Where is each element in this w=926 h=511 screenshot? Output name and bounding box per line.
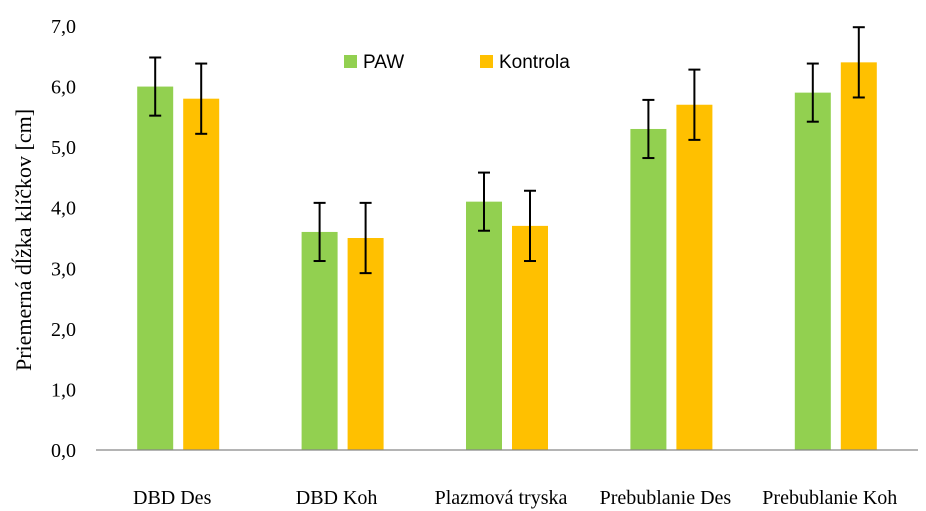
x-tick-label: Prebublanie Koh [762, 487, 897, 509]
bar-paw [630, 128, 667, 450]
legend-label: Kontrola [499, 52, 570, 73]
error-bars [149, 26, 865, 275]
y-tick-label: 7,0 [51, 16, 76, 38]
bar-paw [794, 92, 831, 450]
y-tick-label: 3,0 [51, 258, 76, 280]
bar-paw [137, 86, 174, 451]
y-tick-label: 0,0 [51, 440, 76, 462]
y-axis: 0,0 1,0 2,0 3,0 4,0 5,0 6,0 7,0 [51, 16, 76, 462]
bar-kontrola [183, 98, 220, 450]
x-axis-labels: DBD Des DBD Koh Plazmová tryska Prebublanie… [133, 487, 897, 509]
legend-swatch [344, 55, 357, 68]
legend-label: PAW [363, 52, 404, 73]
y-tick-label: 6,0 [51, 77, 76, 99]
y-axis-label: Priemerná dĺžka klíčkov [cm] [11, 109, 36, 371]
bar-kontrola [512, 225, 548, 450]
x-tick-label: DBD Des [133, 487, 212, 509]
x-tick-label: Plazmová tryska [435, 487, 568, 509]
y-tick-label: 4,0 [51, 198, 76, 220]
x-tick-label: DBD Koh [296, 487, 378, 509]
bar-kontrola [840, 62, 877, 450]
y-tick-label: 2,0 [51, 319, 76, 341]
bar-kontrola [676, 104, 713, 450]
x-tick-label: Prebublanie Des [600, 487, 732, 509]
bars [137, 62, 877, 451]
bar-paw [301, 231, 338, 450]
y-tick-label: 5,0 [51, 137, 76, 159]
bar-paw [466, 201, 502, 450]
y-tick-label: 1,0 [51, 379, 76, 401]
legend-swatch [480, 55, 493, 68]
legend: PAW Kontrola [344, 52, 570, 73]
